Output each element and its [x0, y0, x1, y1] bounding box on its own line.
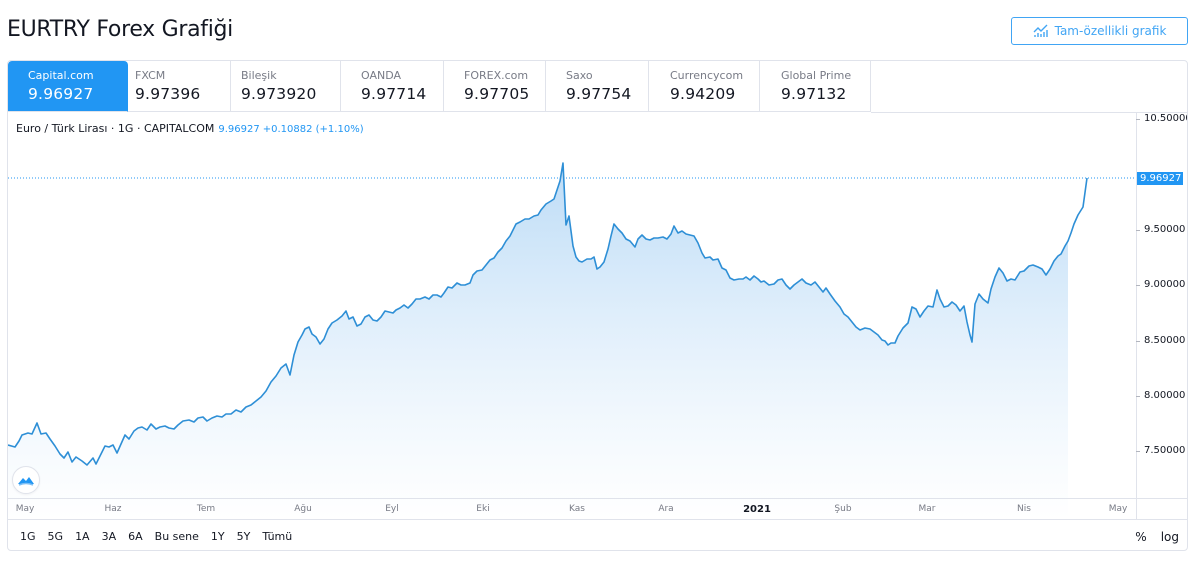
- tab-source: Bileşik: [241, 69, 277, 82]
- range-tumu[interactable]: Tümü: [262, 529, 293, 543]
- price-chart[interactable]: [8, 61, 1188, 519]
- x-label: Tem: [196, 504, 216, 514]
- tab-saxo[interactable]: Saxo 9.97754: [546, 61, 649, 112]
- scale-options: % log: [1135, 520, 1179, 550]
- tab-value: 9.97705: [464, 85, 530, 103]
- full-featured-chart-label: Tam-özellikli grafik: [1054, 24, 1167, 38]
- y-label: 8.50000: [1144, 335, 1186, 346]
- price-line: [8, 162, 1088, 466]
- x-label: May: [1108, 504, 1128, 514]
- legend-price: 9.96927: [218, 124, 260, 135]
- y-label: 9.50000: [1144, 224, 1186, 235]
- range-6a[interactable]: 6A: [128, 529, 143, 543]
- tab-value: 9.97714: [361, 85, 427, 103]
- range-5g[interactable]: 5G: [47, 529, 64, 543]
- x-label: Mar: [918, 504, 936, 514]
- range-5y[interactable]: 5Y: [236, 529, 251, 543]
- chart-legend: Euro / Türk Lirası · 1G · CAPITALCOM 9.96…: [16, 122, 364, 135]
- tab-currencycom[interactable]: Currencycom 9.94209: [649, 61, 760, 112]
- tab-source: Global Prime: [781, 69, 852, 82]
- x-label: Eki: [476, 504, 490, 514]
- y-tick: [1136, 341, 1140, 342]
- x-label: Ağu: [294, 504, 312, 514]
- tab-source: FXCM: [135, 69, 166, 82]
- range-1a[interactable]: 1A: [75, 529, 90, 543]
- full-featured-chart-button[interactable]: Tam-özellikli grafik: [1011, 17, 1188, 45]
- x-label: Eyl: [385, 504, 399, 514]
- legend-symbol: Euro / Türk Lirası · 1G · CAPITALCOM: [16, 122, 215, 135]
- y-tick: [1136, 285, 1140, 286]
- tab-value: 9.94209: [670, 85, 736, 103]
- tab-fxcm[interactable]: FXCM 9.97396: [128, 61, 231, 112]
- tab-source: OANDA: [361, 69, 402, 82]
- y-tick: [1136, 119, 1140, 120]
- tab-source: Saxo: [566, 69, 593, 82]
- price-axis[interactable]: [1136, 112, 1137, 519]
- range-1g[interactable]: 1G: [20, 529, 36, 543]
- x-label: 2021: [743, 504, 771, 515]
- tab-global-prime[interactable]: Global Prime 9.97132: [760, 61, 871, 112]
- tab-source: FOREX.com: [464, 69, 529, 82]
- y-label: 7.50000: [1144, 445, 1186, 456]
- tab-value: 9.97754: [566, 85, 632, 103]
- tab-source: Currencycom: [670, 69, 744, 82]
- x-label: Nis: [1017, 504, 1031, 514]
- range-3a[interactable]: 3A: [101, 529, 117, 543]
- source-tabs: Capital.com 9.96927 FXCM 9.97396 Bileşik…: [8, 61, 871, 112]
- y-label: 10.50000: [1144, 113, 1188, 124]
- tab-value: 9.97132: [781, 85, 847, 103]
- y-tick: [1136, 230, 1140, 231]
- tab-forex-com[interactable]: FOREX.com 9.97705: [444, 61, 546, 112]
- tabs-divider: [871, 112, 1187, 113]
- price-area: [8, 163, 1068, 519]
- cloud-logo-icon: [18, 477, 34, 486]
- log-scale-toggle[interactable]: log: [1160, 529, 1179, 544]
- x-label: Haz: [104, 504, 122, 514]
- y-label: 9.00000: [1144, 279, 1186, 290]
- tab-value: 9.973920: [241, 85, 317, 103]
- y-tick: [1136, 396, 1140, 397]
- range-bu-sene[interactable]: Bu sene: [154, 529, 199, 543]
- x-label: May: [15, 504, 35, 514]
- x-label: Şub: [834, 504, 852, 514]
- y-tick: [1136, 451, 1140, 452]
- date-range-bar: 1G 5G 1A 3A 6A Bu sene 1Y 5Y Tümü % log: [8, 519, 1187, 550]
- tab-oanda[interactable]: OANDA 9.97714: [341, 61, 444, 112]
- tab-value: 9.97396: [135, 85, 201, 103]
- page-title: EURTRY Forex Grafiği: [7, 17, 233, 42]
- chart-icon: [1033, 24, 1048, 37]
- x-label: Kas: [569, 504, 585, 514]
- y-label: 8.00000: [1144, 390, 1186, 401]
- tab-value: 9.96927: [28, 85, 94, 103]
- range-1y[interactable]: 1Y: [210, 529, 225, 543]
- tradingview-logo-button[interactable]: [12, 466, 40, 494]
- percent-scale-toggle[interactable]: %: [1135, 529, 1147, 544]
- chart-widget: Capital.com 9.96927 FXCM 9.97396 Bileşik…: [7, 60, 1188, 551]
- x-label: Ara: [658, 504, 674, 514]
- tab-capital-com[interactable]: Capital.com 9.96927: [8, 61, 128, 112]
- legend-change: +0.10882 (+1.10%): [262, 124, 364, 135]
- time-axis[interactable]: May Haz Tem Ağu Eyl Eki Kas Ara 2021 Şub…: [8, 498, 1136, 519]
- tab-source: Capital.com: [28, 69, 94, 82]
- axis-corner: [1136, 498, 1187, 519]
- last-price-tag: 9.96927: [1137, 172, 1183, 185]
- tab-bilesik[interactable]: Bileşik 9.973920: [231, 61, 341, 112]
